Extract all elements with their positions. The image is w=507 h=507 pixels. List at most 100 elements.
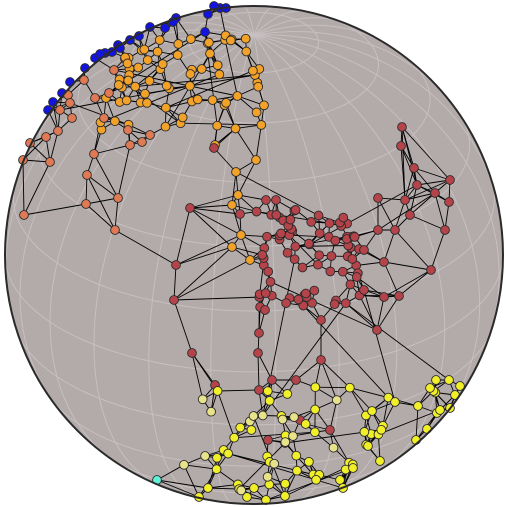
node-salmon bbox=[90, 150, 99, 159]
node-dark-red bbox=[264, 267, 273, 276]
node-dark-red bbox=[338, 267, 347, 276]
node-salmon bbox=[111, 226, 120, 235]
node-dark-red bbox=[427, 266, 436, 275]
node-yellow bbox=[436, 406, 445, 415]
node-orange bbox=[123, 59, 132, 68]
node-dark-red bbox=[401, 196, 410, 205]
node-dark-red bbox=[282, 299, 291, 308]
node-yellow bbox=[224, 449, 233, 458]
node-pale-yellow bbox=[237, 486, 246, 495]
node-dark-red bbox=[341, 299, 350, 308]
node-orange bbox=[233, 92, 242, 101]
node-dark-red bbox=[292, 376, 301, 385]
node-dark-red bbox=[406, 211, 415, 220]
node-salmon bbox=[68, 114, 77, 123]
node-pale-yellow bbox=[289, 432, 298, 441]
node-orange bbox=[143, 99, 152, 108]
node-pale-yellow bbox=[281, 438, 290, 447]
node-dark-red bbox=[374, 226, 383, 235]
node-yellow bbox=[247, 426, 256, 435]
node-orange bbox=[143, 56, 152, 65]
node-yellow bbox=[236, 423, 245, 432]
node-dark-red bbox=[258, 251, 267, 260]
node-yellow bbox=[311, 383, 320, 392]
node-dark-red bbox=[330, 300, 339, 309]
node-dark-red bbox=[261, 289, 270, 298]
node-dark-red bbox=[360, 286, 369, 295]
node-orange bbox=[124, 76, 133, 85]
node-dark-red bbox=[263, 232, 272, 241]
node-orange bbox=[252, 108, 261, 117]
node-yellow bbox=[281, 492, 290, 501]
node-dark-red bbox=[326, 426, 335, 435]
node-dark-red bbox=[294, 295, 303, 304]
node-pale-yellow bbox=[207, 407, 216, 416]
node-orange bbox=[215, 70, 224, 79]
node-dark-red bbox=[255, 329, 264, 338]
node-orange bbox=[208, 96, 217, 105]
node-dark-red bbox=[172, 261, 181, 270]
node-yellow bbox=[213, 453, 222, 462]
node-salmon bbox=[46, 158, 55, 167]
node-dark-red bbox=[350, 233, 359, 242]
node-dark-red bbox=[277, 229, 286, 238]
node-yellow bbox=[305, 457, 314, 466]
node-yellow bbox=[426, 384, 435, 393]
node-dark-red bbox=[373, 326, 382, 335]
node-dark-red bbox=[441, 226, 450, 235]
node-yellow bbox=[364, 442, 373, 451]
node-yellow bbox=[212, 465, 221, 474]
node-yellow bbox=[377, 425, 386, 434]
node-yellow bbox=[360, 428, 369, 437]
node-orange bbox=[145, 77, 154, 86]
node-yellow bbox=[265, 396, 274, 405]
node-salmon bbox=[105, 89, 114, 98]
node-orange bbox=[193, 95, 202, 104]
node-salmon bbox=[146, 131, 155, 140]
node-yellow bbox=[432, 376, 441, 385]
node-dark-red bbox=[291, 242, 300, 251]
node-dark-red bbox=[252, 207, 261, 216]
node-dark-red bbox=[348, 255, 357, 264]
node-dark-red bbox=[254, 349, 263, 358]
node-dark-red bbox=[255, 386, 264, 395]
node-dark-red bbox=[360, 246, 369, 255]
node-orange bbox=[173, 51, 182, 60]
graph-edge bbox=[315, 387, 350, 388]
node-dark-red bbox=[327, 252, 336, 261]
node-yellow bbox=[250, 484, 259, 493]
node-salmon bbox=[126, 141, 135, 150]
node-yellow bbox=[301, 420, 310, 429]
node-pale-yellow bbox=[278, 415, 287, 424]
node-orange bbox=[234, 191, 243, 200]
node-orange bbox=[153, 47, 162, 56]
node-dark-red bbox=[301, 289, 310, 298]
node-salmon bbox=[66, 99, 75, 108]
node-dark-red bbox=[391, 226, 400, 235]
node-pale-yellow bbox=[329, 443, 338, 452]
node-dark-red bbox=[445, 198, 454, 207]
node-yellow bbox=[345, 383, 354, 392]
node-orange bbox=[228, 243, 237, 252]
node-dark-red bbox=[397, 142, 406, 151]
node-dark-red bbox=[305, 239, 314, 248]
node-dark-red bbox=[262, 196, 271, 205]
node-orange bbox=[222, 98, 231, 107]
node-salmon bbox=[110, 66, 119, 75]
node-orange bbox=[246, 256, 255, 265]
node-yellow bbox=[336, 476, 345, 485]
node-dark-red bbox=[268, 376, 277, 385]
node-orange bbox=[249, 66, 258, 75]
node-dark-red bbox=[413, 181, 422, 190]
node-salmon bbox=[124, 126, 133, 135]
node-dark-red bbox=[374, 194, 383, 203]
node-dark-red bbox=[272, 211, 281, 220]
node-pale-yellow bbox=[270, 459, 279, 468]
node-orange bbox=[111, 117, 120, 126]
node-dark-red bbox=[346, 280, 355, 289]
node-dark-red bbox=[290, 255, 299, 264]
node-dark-red bbox=[298, 263, 307, 272]
node-blue bbox=[201, 28, 210, 37]
node-orange bbox=[197, 65, 206, 74]
